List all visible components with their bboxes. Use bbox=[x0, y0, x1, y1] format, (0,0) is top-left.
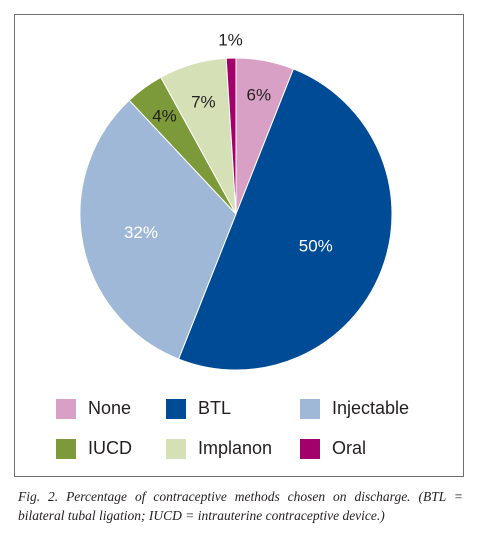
legend-label-oral: Oral bbox=[332, 438, 367, 458]
legend-label-btl: BTL bbox=[198, 398, 232, 418]
legend-label-implanon: Implanon bbox=[198, 438, 273, 458]
legend-swatch-none bbox=[56, 398, 76, 419]
legend-label-injectable: Injectable bbox=[332, 398, 410, 418]
pie-slice-btl bbox=[177, 68, 393, 371]
pie-slice-injectable bbox=[79, 99, 237, 360]
legend-swatch-iucd bbox=[56, 438, 76, 459]
legend-swatch-oral bbox=[300, 438, 320, 459]
legend-item-injectable: Injectable bbox=[300, 398, 409, 419]
slice-label-btl: 50% bbox=[299, 237, 333, 256]
legend-item-implanon: Implanon bbox=[166, 438, 272, 459]
legend-item-iucd: IUCD bbox=[56, 438, 132, 459]
legend-label-none: None bbox=[88, 398, 132, 418]
legend-item-none: None bbox=[56, 398, 131, 419]
figure-caption: Fig. 2. Percentage of contraceptive meth… bbox=[18, 489, 463, 523]
slice-label-none: 6% bbox=[247, 85, 272, 104]
legend-item-btl: BTL bbox=[166, 398, 231, 419]
legend-item-oral: Oral bbox=[300, 438, 366, 459]
legend-label-iucd: IUCD bbox=[88, 438, 132, 458]
legend-swatch-injectable bbox=[300, 398, 320, 419]
pie-chart: 6% 50% 32% 4% 7% 1% bbox=[79, 30, 393, 371]
slice-label-iucd: 4% bbox=[152, 107, 177, 126]
slice-label-injectable: 32% bbox=[124, 223, 158, 242]
legend-swatch-btl bbox=[166, 398, 186, 419]
slice-label-implanon: 7% bbox=[191, 93, 216, 112]
slice-label-oral: 1% bbox=[218, 30, 243, 49]
legend-swatch-implanon bbox=[166, 438, 186, 459]
pie-slice-oral bbox=[225, 57, 237, 215]
